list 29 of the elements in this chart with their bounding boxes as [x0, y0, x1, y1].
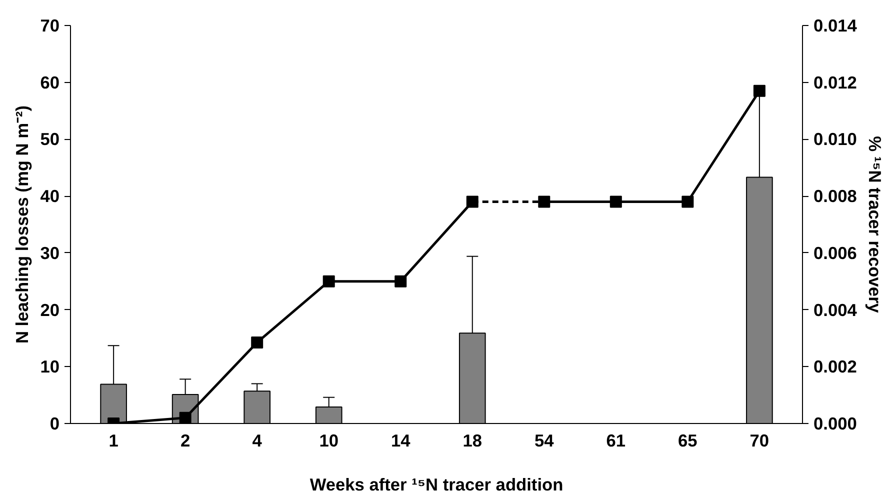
x-tick-label: 1 — [108, 430, 119, 450]
x-axis-title: Weeks after ¹⁵N tracer addition — [310, 474, 564, 494]
x-tick-label: 10 — [319, 430, 338, 450]
y-axis-title: N leaching losses (mg N m⁻²) — [12, 105, 32, 344]
y-tick-label: 70 — [40, 16, 60, 36]
y-tick-label: 10 — [40, 356, 60, 377]
y-tick-label: 40 — [40, 186, 60, 206]
y2-axis-title: % ¹⁵N tracer recovery — [864, 136, 885, 314]
x-tick-label: 18 — [462, 430, 482, 450]
y-tick-label: 60 — [40, 72, 60, 92]
y-tick-label: 30 — [40, 242, 60, 263]
y2-tick-label: 0.006 — [814, 242, 858, 263]
x-tick-label: 61 — [606, 430, 626, 450]
y-tick-label: 20 — [40, 300, 60, 320]
x-tick-label: 2 — [180, 430, 190, 450]
y2-tick-label: 0.014 — [814, 16, 858, 36]
y2-tick-label: 0.000 — [814, 414, 857, 434]
x-tick-label: 4 — [252, 430, 262, 450]
y2-tick-label: 0.010 — [814, 129, 857, 150]
x-tick-label: 14 — [390, 430, 411, 450]
x-tick-label: 54 — [534, 430, 554, 450]
y2-tick-label: 0.004 — [814, 300, 858, 320]
y2-tick-label: 0.002 — [814, 356, 857, 377]
y2-tick-label: 0.008 — [814, 186, 858, 206]
y-tick-label: 0 — [50, 414, 60, 434]
x-tick-label: 70 — [750, 430, 770, 450]
y-tick-label: 50 — [40, 129, 60, 150]
y2-tick-label: 0.012 — [814, 72, 857, 92]
x-tick-label: 65 — [678, 430, 698, 450]
